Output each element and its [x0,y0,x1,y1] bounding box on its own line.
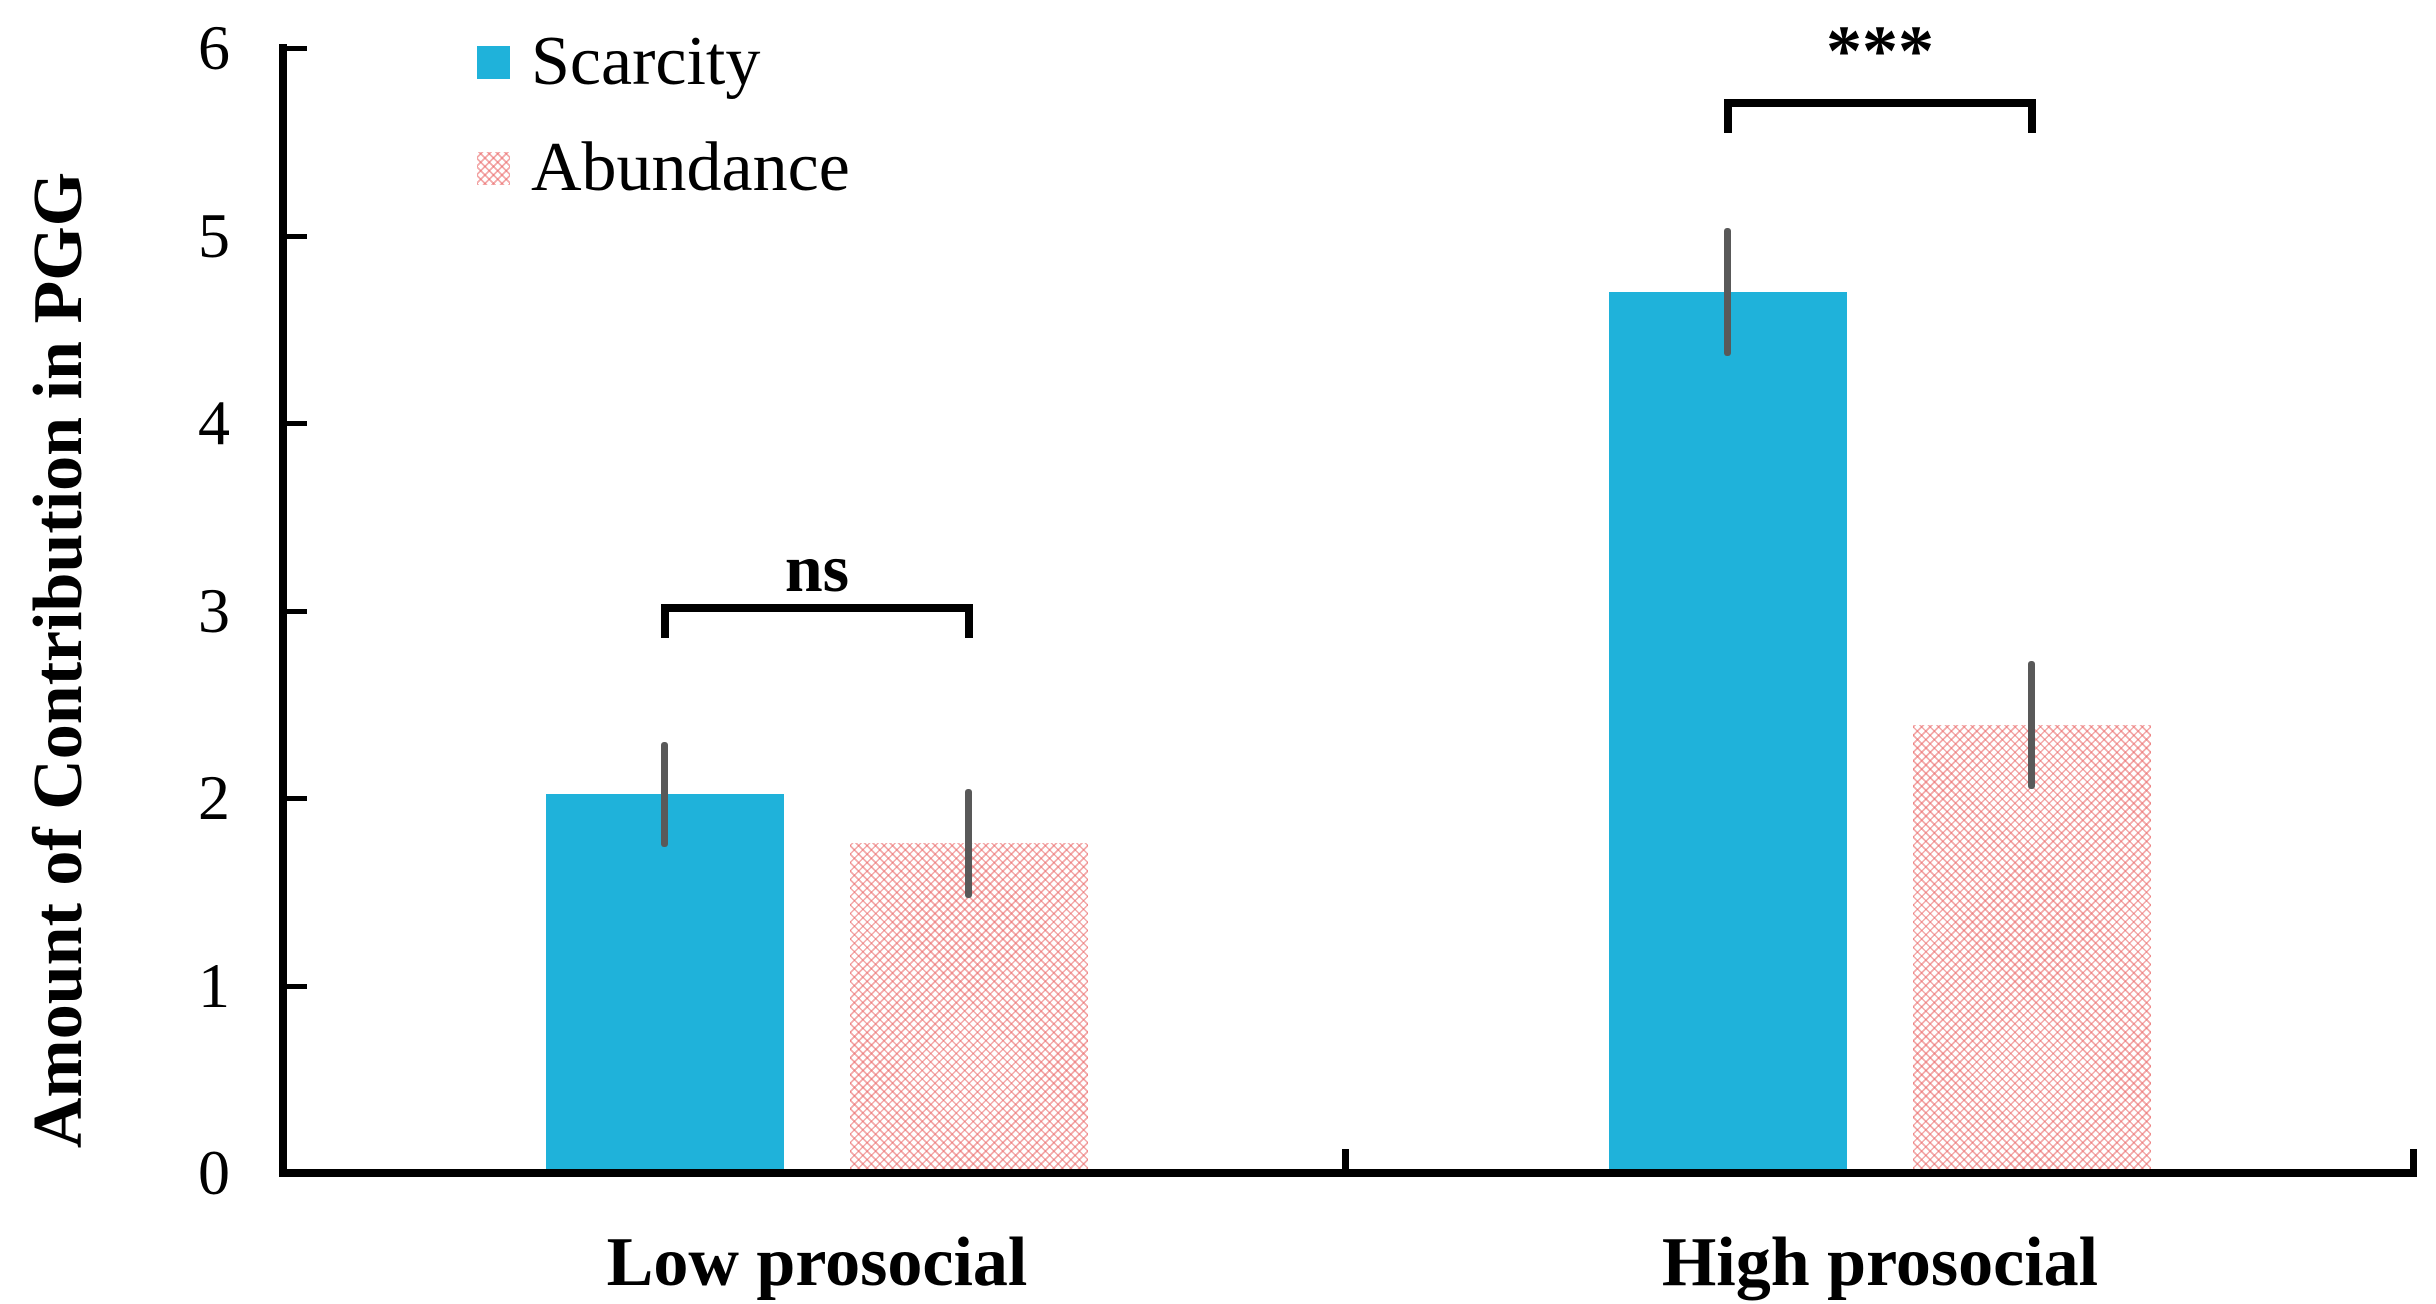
y-tick-label: 6 [198,12,230,83]
y-tick-mark [287,796,307,801]
x-axis-line [279,1169,2417,1177]
x-tick-mark-separator [1342,1149,1349,1169]
y-tick-label: 5 [198,200,230,271]
legend-label-abundance: Abundance [531,129,850,206]
significance-label: *** [1826,11,1934,91]
bar-scarcity-high-prosocial [1609,292,1847,1169]
y-axis-line [279,44,287,1177]
legend: Scarcity Abundance [477,26,850,238]
y-tick-label: 2 [198,762,230,833]
significance-bracket [661,604,973,638]
bar-scarcity-low-prosocial [546,794,784,1169]
category-label-low-prosocial: Low prosocial [606,1224,1028,1301]
scarcity-swatch-icon [477,45,510,79]
y-tick-mark [287,984,307,989]
legend-item-abundance: Abundance [477,132,850,204]
significance-label: ns [784,530,850,606]
y-tick-label: 0 [198,1137,230,1208]
significance-bracket [1724,99,2036,133]
y-tick-mark [287,234,307,239]
y-tick-label: 4 [198,387,230,458]
error-bar [965,789,972,898]
y-tick-mark [287,609,307,614]
y-tick-mark [287,46,307,51]
error-bar [1724,228,1731,356]
x-tick-mark-end [2410,1149,2417,1169]
y-tick-label: 3 [198,575,230,646]
category-label-high-prosocial: High prosocial [1661,1224,2099,1301]
error-bar [661,742,668,847]
error-bar [2028,661,2035,789]
y-tick-label: 1 [198,950,230,1021]
abundance-swatch-icon [477,151,510,185]
bar-abundance-high-prosocial [1913,725,2151,1169]
legend-label-scarcity: Scarcity [531,23,761,100]
legend-item-scarcity: Scarcity [477,26,850,98]
y-tick-mark [287,421,307,426]
